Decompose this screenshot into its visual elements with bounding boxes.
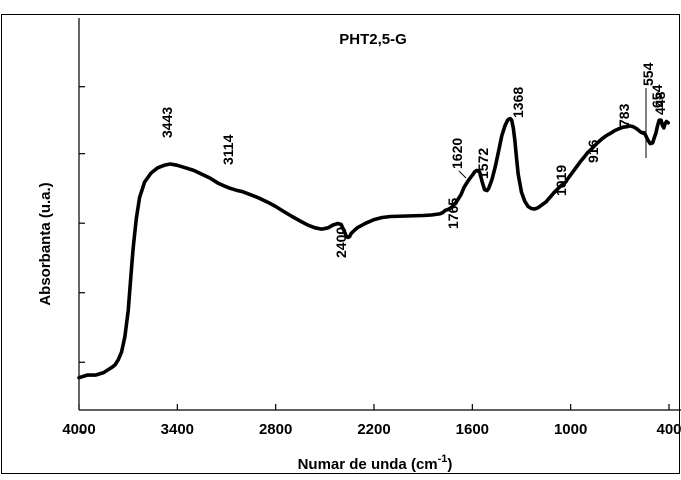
- x-tick-label: 400: [656, 421, 681, 438]
- peak-label: 1019: [553, 165, 569, 196]
- x-axis-label-text: Numar de unda (cm: [298, 456, 438, 473]
- plot-area: [77, 116, 670, 380]
- figure-border: [1, 14, 680, 474]
- x-tick-label: 2800: [259, 421, 292, 438]
- x-tick-label: 1000: [554, 421, 587, 438]
- spectrum-line: [77, 116, 670, 380]
- peak-label: 554: [640, 62, 656, 86]
- y-axis-label: Absorbanta (u.a.): [37, 182, 54, 305]
- peak-label: 2400: [333, 227, 349, 258]
- x-tick-label: 3400: [161, 421, 194, 438]
- peak-label: 1572: [475, 148, 491, 179]
- peak-label: 1368: [510, 87, 526, 118]
- x-ticks: 4000 3400 2800 2200 1600 1000 400: [62, 404, 681, 438]
- peak-leader-line: [458, 170, 467, 179]
- y-ticks: [79, 86, 85, 433]
- x-axis-label: Numar de unda (cm-1): [298, 453, 453, 473]
- peak-label: 3114: [220, 134, 236, 165]
- peak-label: 783: [616, 103, 632, 127]
- x-tick-label: 4000: [62, 421, 95, 438]
- x-tick-label: 1600: [456, 421, 489, 438]
- x-tick-label: 2200: [357, 421, 390, 438]
- peak-label: 3443: [159, 107, 175, 138]
- peak-label: 1620: [449, 138, 465, 169]
- peak-label: 1765: [445, 198, 461, 229]
- x-axis-label-close: ): [447, 456, 452, 473]
- peak-label: 654: [649, 84, 665, 108]
- chart-title: PHT2,5-G: [339, 31, 407, 48]
- peak-label: 448: [652, 91, 668, 115]
- peak-labels: 3443 3114 2400 1765 1620 1572 1368 1019 916 783 65…: [159, 62, 668, 258]
- peak-label: 916: [585, 139, 601, 163]
- axes: [78, 18, 681, 411]
- x-axis-label-superscript: -1: [438, 453, 448, 465]
